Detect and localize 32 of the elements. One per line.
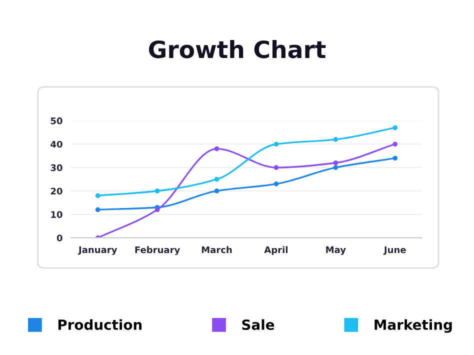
y-tick-label: 20 <box>50 188 62 195</box>
chart-title: Growth Chart <box>148 40 326 58</box>
point <box>274 165 279 170</box>
point <box>392 142 398 147</box>
x-tick-label: February <box>135 246 180 255</box>
y-tick-label: 40 <box>50 140 62 148</box>
y-tick-label: 0 <box>56 234 62 242</box>
point <box>392 125 398 130</box>
legend-label: Production <box>58 319 142 330</box>
x-tick-label: March <box>202 246 232 254</box>
x-tick-label: January <box>78 246 118 255</box>
point <box>154 188 160 194</box>
x-tick-label: April <box>264 246 288 255</box>
point <box>392 156 398 161</box>
point <box>274 142 279 147</box>
point <box>214 188 220 194</box>
legend-label: Marketing <box>374 319 452 333</box>
point <box>154 207 160 212</box>
point <box>333 137 338 142</box>
y-tick-label: 10 <box>51 211 62 218</box>
point <box>333 160 338 166</box>
y-tick-label: 50 <box>50 117 62 124</box>
point <box>95 207 100 212</box>
point <box>214 176 220 182</box>
point <box>333 165 338 170</box>
y-tick-label: 30 <box>50 164 62 172</box>
point <box>214 146 220 152</box>
x-tick-label: May <box>326 246 346 255</box>
x-tick-label: June <box>383 246 406 255</box>
point <box>95 193 100 198</box>
legend-label: Sale <box>242 319 274 330</box>
point <box>274 182 279 186</box>
